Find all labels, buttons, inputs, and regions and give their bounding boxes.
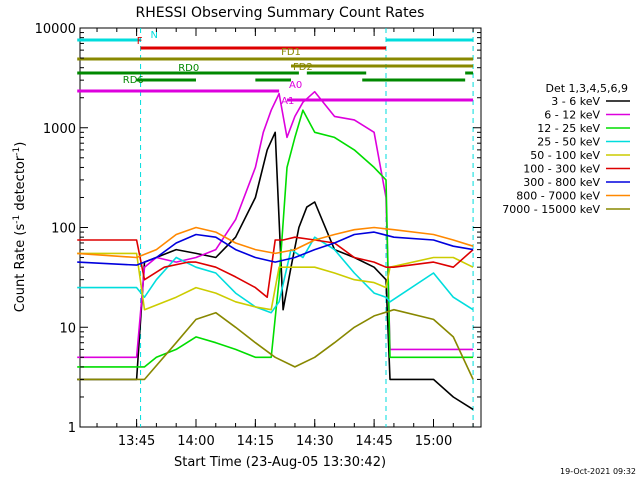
series-line-7	[77, 226, 474, 259]
legend-label-1: 6 - 12 keV	[544, 109, 600, 122]
flag-f-label: F	[137, 36, 143, 47]
legend-label-4: 50 - 100 keV	[530, 149, 600, 162]
flag-a1-label: A1	[281, 96, 294, 107]
flag-n-label: N	[150, 30, 157, 41]
legend-label-3: 25 - 50 keV	[537, 136, 600, 149]
chart-title: RHESSI Observing Summary Count Rates	[136, 5, 425, 21]
series-line-0	[77, 131, 474, 411]
x-tick-label-5: 15:00	[415, 434, 452, 449]
legend-label-6: 300 - 800 keV	[523, 176, 600, 189]
series-lines	[77, 90, 474, 411]
y-axis-label-sup2: -1	[12, 147, 22, 156]
series-line-5	[77, 236, 474, 299]
y-tick-label-2: 100	[51, 222, 76, 237]
series-line-2	[77, 109, 474, 368]
y-tick-label-3: 1000	[43, 122, 76, 137]
flag-rd0-label: RD0	[178, 63, 199, 74]
legend-label-5: 100 - 300 keV	[523, 163, 600, 176]
flag-fd2-label: FD2	[293, 62, 313, 73]
x-tick-label-1: 14:00	[177, 434, 214, 449]
x-tick-label-3: 14:30	[296, 434, 333, 449]
legend-label-7: 800 - 7000 keV	[516, 190, 600, 203]
y-axis-label-sup: -1	[12, 215, 22, 224]
x-tick-label-4: 14:45	[355, 434, 392, 449]
legend-title: Det 1,3,4,5,6,9	[545, 82, 628, 95]
series-line-3	[77, 236, 474, 314]
flag-a0-label: A0	[289, 80, 302, 91]
y-axis-label-close: )	[13, 142, 28, 147]
attenuator-flags: NF FD1 FD2 RD0 RD6 A0 A1	[77, 28, 474, 427]
axes: 13:45 14:00 14:15 14:30 14:45 15:00 1 10 100 1000…	[35, 22, 481, 449]
y-tick-label-0: 1	[68, 421, 76, 436]
y-tick-label-1: 10	[59, 321, 76, 336]
x-axis-label: Start Time (23-Aug-05 13:30:42)	[174, 455, 386, 470]
y-axis-label-main: Count Rate (s	[13, 224, 28, 313]
series-line-8	[77, 308, 474, 381]
flag-fd1-label: FD1	[281, 47, 301, 58]
legend-label-8: 7000 - 15000 keV	[502, 203, 600, 216]
y-axis-label: Count Rate (s-1 detector-1)	[12, 142, 28, 313]
legend-label-0: 3 - 6 keV	[551, 95, 600, 108]
series-line-4	[77, 252, 474, 311]
x-tick-label-0: 13:45	[118, 434, 155, 449]
flag-rd6-label: RD6	[123, 75, 144, 86]
x-tick-label-2: 14:15	[237, 434, 274, 449]
y-tick-label-4: 10000	[35, 22, 76, 37]
series-line-6	[77, 231, 474, 266]
legend-label-2: 12 - 25 keV	[537, 122, 600, 135]
y-axis-label-tail: detector	[13, 155, 28, 215]
timestamp: 19-Oct-2021 09:32	[560, 467, 636, 476]
